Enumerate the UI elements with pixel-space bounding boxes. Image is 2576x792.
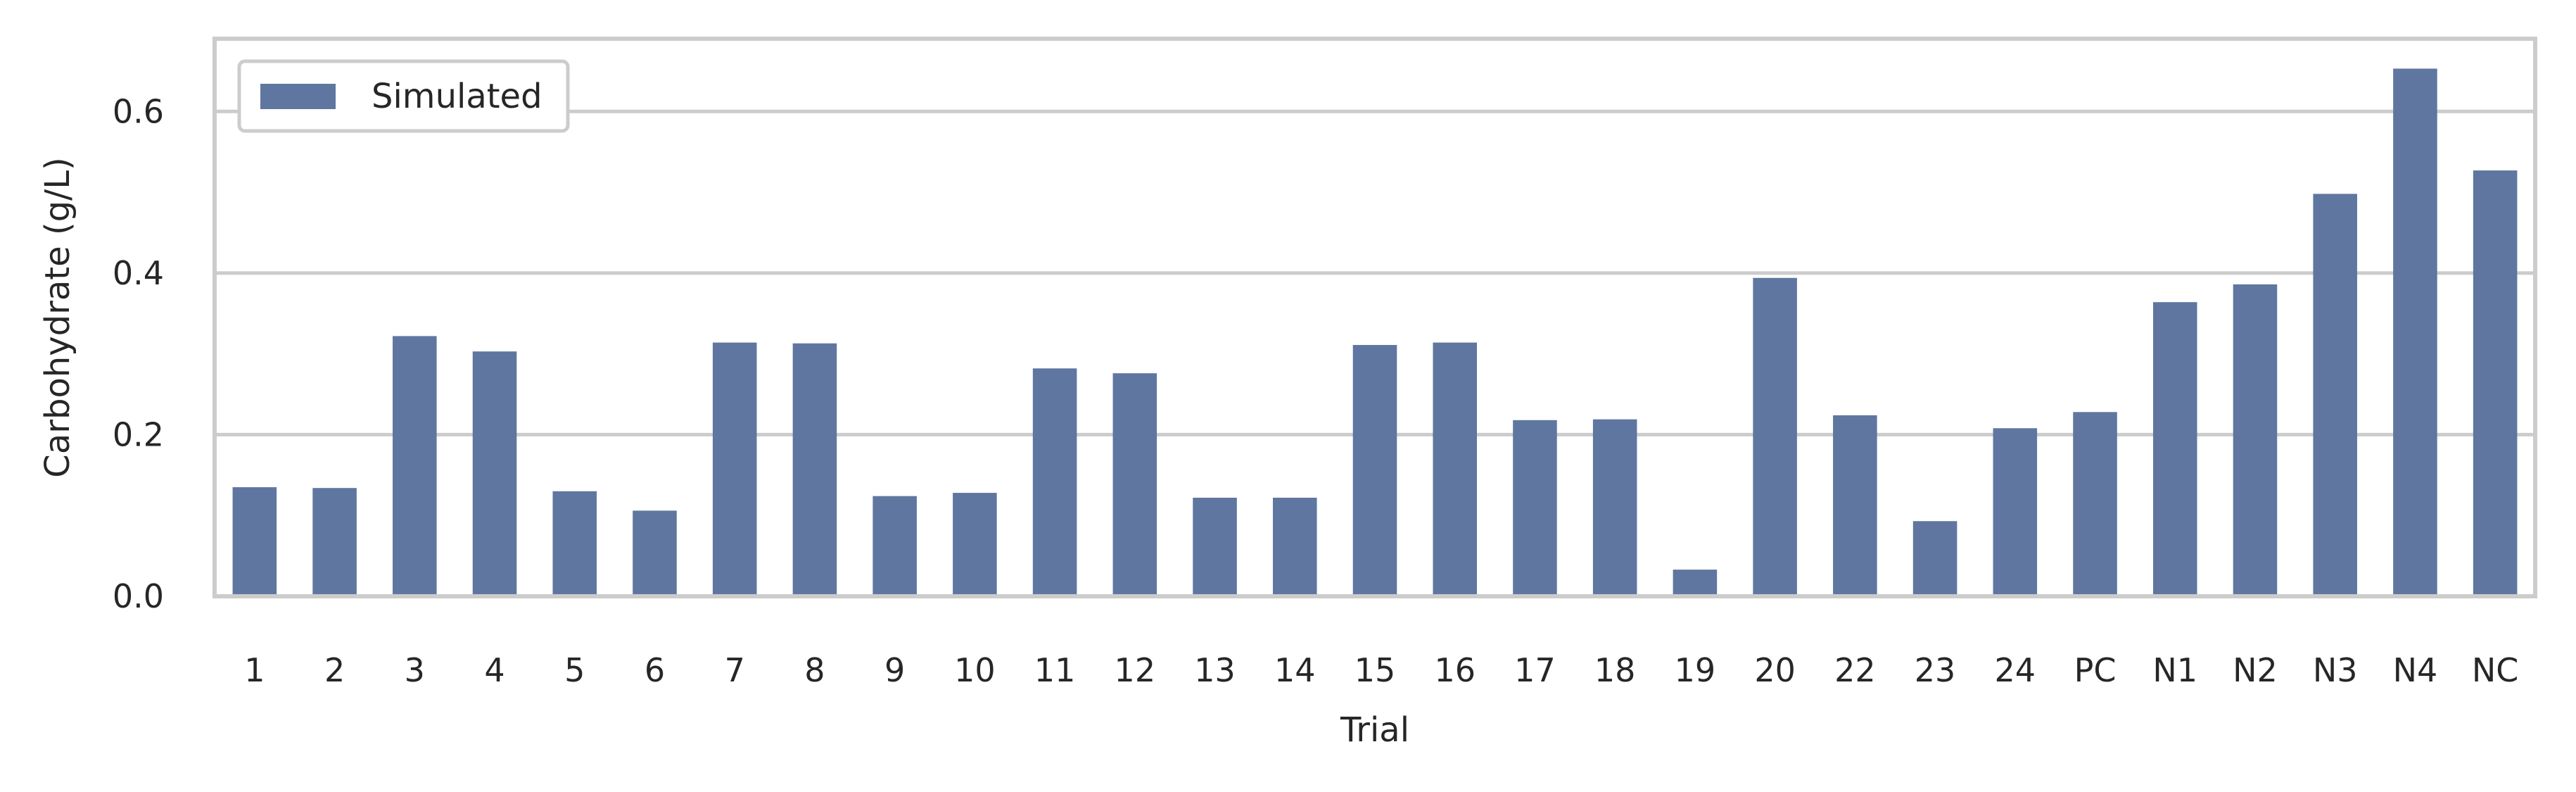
x-tick-label: 22	[1834, 651, 1876, 689]
bar-6	[633, 510, 677, 596]
x-tick-label: 18	[1594, 651, 1636, 689]
bar-20	[1753, 277, 1797, 596]
x-tick-label: 13	[1194, 651, 1236, 689]
legend-box	[237, 59, 570, 133]
x-tick-label: 12	[1115, 651, 1156, 689]
x-tick-label: N1	[2152, 651, 2197, 689]
x-tick-label: 15	[1354, 651, 1396, 689]
bar-13	[1193, 497, 1237, 596]
bar-24	[1993, 428, 2038, 596]
bar-19	[1673, 570, 1718, 596]
bar-12	[1112, 373, 1157, 596]
bar-nc	[2473, 170, 2518, 597]
y-tick-label: 0.6	[113, 92, 164, 130]
x-tick-label: PC	[2074, 651, 2117, 689]
x-tick-label: 11	[1034, 651, 1076, 689]
bar-22	[1833, 415, 1877, 596]
legend: Simulated	[237, 59, 570, 133]
x-tick-label: NC	[2472, 651, 2519, 689]
y-tick-labels: 0.0 0.2 0.4 0.6	[113, 92, 164, 615]
x-tick-label: 10	[954, 651, 996, 689]
bar-3	[393, 336, 437, 596]
bar-1	[232, 487, 277, 596]
x-tick-label: 8	[804, 651, 825, 689]
bar-14	[1273, 497, 1317, 596]
x-tick-label: 23	[1915, 651, 1956, 689]
x-tick-label: 3	[405, 651, 425, 689]
x-tick-label: 14	[1274, 651, 1316, 689]
x-tick-label: 2	[324, 651, 345, 689]
y-tick-label: 0.0	[113, 577, 164, 615]
bar-n3	[2313, 194, 2357, 597]
bar-10	[953, 493, 997, 596]
x-tick-label: 9	[884, 651, 905, 689]
bar-23	[1912, 521, 1958, 596]
x-tick-label: 16	[1434, 651, 1476, 689]
x-tick-label: N2	[2233, 651, 2278, 689]
x-tick-label: N3	[2313, 651, 2358, 689]
bar-n4	[2393, 68, 2437, 597]
x-tick-label: 20	[1754, 651, 1796, 689]
y-tick-label: 0.2	[113, 415, 164, 453]
x-tick-label: 7	[725, 651, 745, 689]
x-tick-label: 24	[1995, 651, 2036, 689]
bar-pc	[2073, 412, 2117, 596]
bar-4	[472, 351, 517, 596]
x-tick-label: 6	[645, 651, 665, 689]
bars	[232, 68, 2518, 597]
legend-label-simulated: Simulated	[372, 77, 543, 116]
bar-5	[552, 491, 597, 596]
x-tick-label: 1	[244, 651, 265, 689]
bar-16	[1433, 342, 1477, 596]
plot-frame	[212, 37, 2537, 598]
x-tick-label: 17	[1514, 651, 1556, 689]
x-tick-label: 4	[484, 651, 505, 689]
x-axis-label: Trial	[1340, 710, 1409, 750]
bar-8	[792, 343, 837, 596]
bar-18	[1592, 419, 1637, 596]
bar-7	[712, 342, 757, 596]
x-tick-labels: 1 2 3 4 5 6 7 8 9 10 11 12 13 14 15 16 17 18 19 20 22 23 24 PC N…	[244, 651, 2518, 689]
bar-n2	[2233, 284, 2278, 596]
bar-n1	[2152, 302, 2197, 596]
bar-2	[312, 488, 357, 596]
bar-15	[1352, 345, 1397, 596]
y-axis-label: Carbohydrate (g/L)	[38, 157, 77, 477]
bar-9	[873, 496, 917, 596]
x-tick-label: N4	[2393, 651, 2438, 689]
legend-swatch	[260, 84, 336, 109]
bar-11	[1032, 368, 1077, 596]
x-tick-label: 19	[1675, 651, 1716, 689]
x-tick-label: 5	[564, 651, 585, 689]
bar-17	[1513, 420, 1557, 596]
y-tick-label: 0.4	[113, 254, 164, 292]
